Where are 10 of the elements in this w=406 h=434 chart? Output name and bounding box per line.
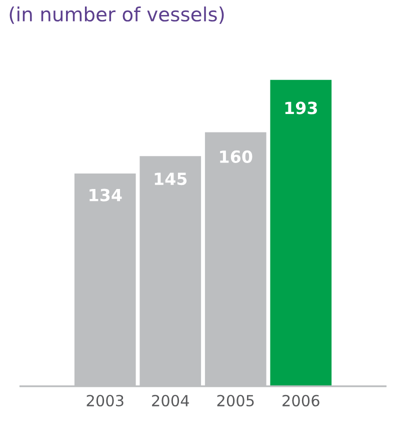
bar bbox=[270, 80, 332, 386]
data-label: 160 bbox=[220, 150, 252, 163]
x-tick-label: 2003 bbox=[86, 394, 124, 406]
chart-title: (in number of vessels) bbox=[10, 6, 224, 24]
data-label: 193 bbox=[285, 102, 317, 114]
x-tick-label: 2005 bbox=[217, 394, 254, 406]
x-tick-label: 2006 bbox=[282, 394, 320, 406]
x-tick-label: 2004 bbox=[152, 394, 189, 406]
data-label: 134 bbox=[90, 188, 122, 202]
data-label: 145 bbox=[154, 172, 187, 186]
